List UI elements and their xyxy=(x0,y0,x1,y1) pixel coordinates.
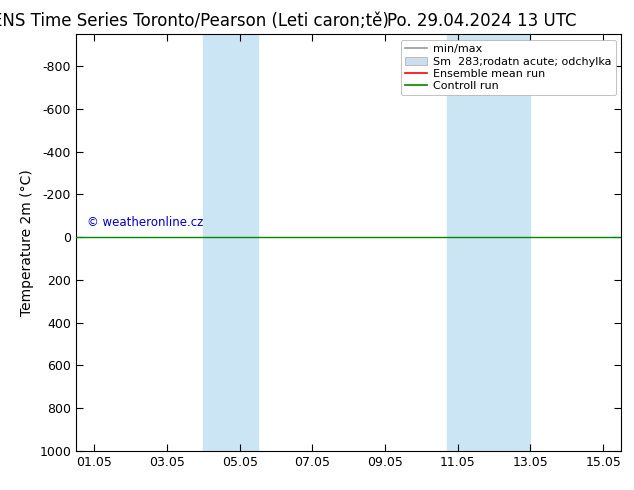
Bar xyxy=(204,34,258,451)
Text: Po. 29.04.2024 13 UTC: Po. 29.04.2024 13 UTC xyxy=(387,12,576,30)
Text: ENS Time Series Toronto/Pearson (Leti caron;tě): ENS Time Series Toronto/Pearson (Leti ca… xyxy=(0,12,389,30)
Text: © weatheronline.cz: © weatheronline.cz xyxy=(87,216,204,229)
Y-axis label: Temperature 2m (°C): Temperature 2m (°C) xyxy=(20,169,34,316)
Bar xyxy=(447,34,531,451)
Legend: min/max, Sm  283;rodatn acute; odchylka, Ensemble mean run, Controll run: min/max, Sm 283;rodatn acute; odchylka, … xyxy=(401,40,616,96)
